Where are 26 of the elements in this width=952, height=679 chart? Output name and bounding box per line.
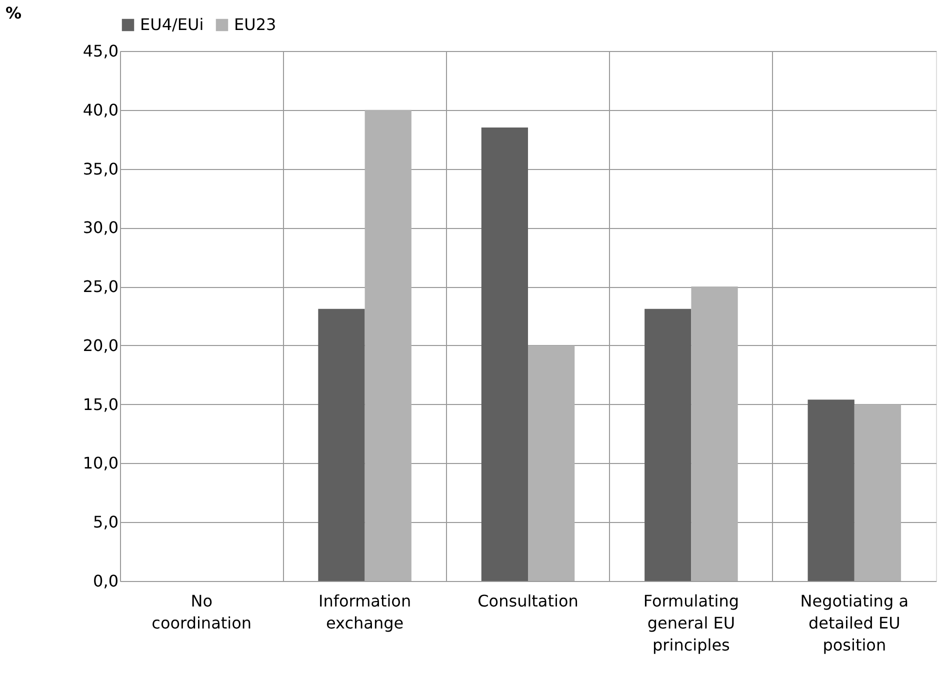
y-tick-label: 40,0 [82,100,118,120]
x-tick-label: Formulating general EU principles [643,592,740,654]
bar [691,286,738,581]
legend-label: EU23 [234,15,276,34]
x-tick-label: Information exchange [318,592,412,632]
x-tick-label: Consultation [478,592,578,610]
y-tick-label: 45,0 [82,42,118,60]
y-tick-label: 30,0 [82,218,118,238]
bar [644,308,692,581]
y-tick-label: 35,0 [82,159,118,178]
bar [481,128,528,581]
y-tick-label: 10,0 [82,454,118,473]
y-tick-label: 5,0 [93,512,118,532]
y-axis-title: % [6,4,22,22]
bar [364,110,412,581]
y-tick-label: 20,0 [82,336,118,355]
bar [318,308,365,581]
x-tick-label: Negotiating a detailed EU position [800,592,908,654]
y-tick-label: 25,0 [82,277,118,296]
bar [808,400,854,581]
bar [854,404,902,581]
legend-label: EU4/EUi [140,15,204,34]
y-tick-label: 15,0 [82,394,118,414]
x-tick-label: No coordination [152,592,252,632]
y-tick-label: 0,0 [93,572,118,590]
bar [528,345,575,581]
